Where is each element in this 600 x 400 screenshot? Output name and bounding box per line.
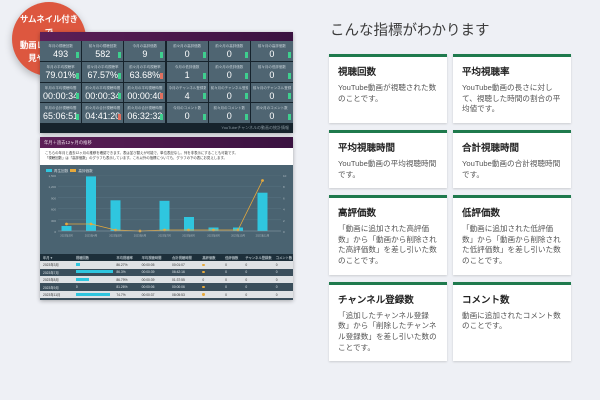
svg-text:10: 10	[283, 175, 287, 178]
svg-text:600: 600	[51, 207, 56, 211]
svg-text:2023年11月: 2023年11月	[256, 233, 270, 237]
svg-text:2023年3月: 2023年3月	[60, 233, 73, 237]
svg-text:2023年7月: 2023年7月	[158, 233, 171, 237]
svg-text:2: 2	[283, 219, 285, 223]
svg-text:2023年6月: 2023年6月	[134, 233, 147, 237]
svg-text:0: 0	[283, 230, 285, 234]
svg-text:6: 6	[283, 196, 285, 200]
svg-text:8: 8	[283, 185, 285, 189]
svg-text:1,500: 1,500	[48, 175, 56, 178]
svg-text:300: 300	[51, 219, 56, 223]
svg-text:2023年10月: 2023年10月	[231, 233, 245, 237]
svg-text:2023年4月: 2023年4月	[85, 233, 98, 237]
svg-text:4: 4	[283, 207, 285, 211]
svg-text:2023年5月: 2023年5月	[109, 233, 122, 237]
svg-text:2023年8月: 2023年8月	[182, 233, 195, 237]
svg-text:900: 900	[51, 196, 56, 200]
svg-text:0: 0	[54, 230, 56, 234]
svg-text:2023年9月: 2023年9月	[207, 233, 220, 237]
svg-text:1,200: 1,200	[48, 185, 56, 189]
